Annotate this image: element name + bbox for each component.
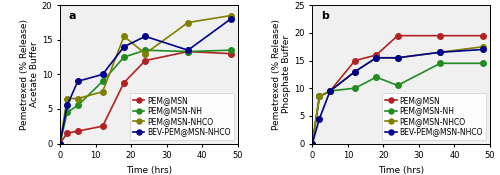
BEV-PEM@MSN-NHCO [316, 118, 322, 120]
X-axis label: Time (hrs): Time (hrs) [378, 166, 424, 175]
PEM@MSN [480, 35, 486, 37]
BEV-PEM@MSN-NHCO [437, 51, 443, 53]
PEM@MSN-NHCO [394, 57, 400, 59]
Legend: PEM@MSN, PEM@MSN-NH, PEM@MSN-NHCO, BEV-PEM@MSN-NHCO: PEM@MSN, PEM@MSN-NH, PEM@MSN-NHCO, BEV-P… [382, 93, 486, 140]
BEV-PEM@MSN-NHCO [64, 104, 70, 107]
PEM@MSN-NH [64, 111, 70, 113]
PEM@MSN [64, 132, 70, 134]
PEM@MSN-NH [352, 87, 358, 89]
PEM@MSN [437, 35, 443, 37]
PEM@MSN-NHCO [352, 71, 358, 73]
PEM@MSN-NH [75, 104, 81, 107]
PEM@MSN-NH [394, 84, 400, 86]
Line: BEV-PEM@MSN-NHCO: BEV-PEM@MSN-NHCO [310, 47, 486, 146]
PEM@MSN-NH [57, 142, 63, 145]
PEM@MSN-NH [185, 51, 191, 53]
BEV-PEM@MSN-NHCO [327, 90, 333, 92]
PEM@MSN [57, 142, 63, 145]
PEM@MSN-NHCO [100, 91, 105, 93]
PEM@MSN-NH [374, 76, 380, 78]
PEM@MSN-NHCO [310, 142, 316, 145]
PEM@MSN [374, 54, 380, 56]
Line: PEM@MSN-NHCO: PEM@MSN-NHCO [57, 13, 234, 146]
Legend: PEM@MSN, PEM@MSN-NH, PEM@MSN-NHCO, BEV-PEM@MSN-NHCO: PEM@MSN, PEM@MSN-NH, PEM@MSN-NHCO, BEV-P… [130, 93, 234, 140]
BEV-PEM@MSN-NHCO [142, 35, 148, 37]
Line: PEM@MSN: PEM@MSN [57, 49, 234, 146]
BEV-PEM@MSN-NHCO [352, 71, 358, 73]
PEM@MSN-NH [327, 90, 333, 92]
PEM@MSN-NHCO [64, 97, 70, 100]
PEM@MSN-NHCO [57, 142, 63, 145]
PEM@MSN-NH [142, 49, 148, 51]
PEM@MSN-NHCO [75, 97, 81, 100]
Y-axis label: Pemetrexed (% Release)
Phosphate Buffer: Pemetrexed (% Release) Phosphate Buffer [272, 19, 291, 130]
Line: PEM@MSN-NHCO: PEM@MSN-NHCO [310, 44, 486, 146]
PEM@MSN-NHCO [316, 95, 322, 97]
PEM@MSN-NH [121, 56, 127, 58]
BEV-PEM@MSN-NHCO [121, 46, 127, 48]
BEV-PEM@MSN-NHCO [228, 18, 234, 20]
X-axis label: Time (hrs): Time (hrs) [126, 166, 172, 175]
PEM@MSN-NHCO [327, 90, 333, 92]
PEM@MSN-NHCO [142, 52, 148, 55]
BEV-PEM@MSN-NHCO [374, 57, 380, 59]
PEM@MSN [142, 60, 148, 62]
PEM@MSN [316, 95, 322, 97]
PEM@MSN-NH [228, 49, 234, 51]
PEM@MSN [185, 51, 191, 53]
PEM@MSN-NHCO [228, 15, 234, 17]
PEM@MSN-NH [437, 62, 443, 64]
PEM@MSN [352, 60, 358, 62]
PEM@MSN [100, 125, 105, 127]
PEM@MSN-NH [316, 95, 322, 97]
PEM@MSN [228, 52, 234, 55]
BEV-PEM@MSN-NHCO [394, 57, 400, 59]
Text: b: b [321, 11, 329, 21]
PEM@MSN-NH [100, 80, 105, 82]
PEM@MSN-NH [310, 142, 316, 145]
PEM@MSN-NHCO [121, 35, 127, 37]
BEV-PEM@MSN-NHCO [100, 73, 105, 75]
PEM@MSN [394, 35, 400, 37]
Line: PEM@MSN-NH: PEM@MSN-NH [310, 61, 486, 146]
PEM@MSN [121, 82, 127, 84]
PEM@MSN-NHCO [480, 46, 486, 48]
PEM@MSN [327, 90, 333, 92]
Line: PEM@MSN: PEM@MSN [310, 33, 486, 146]
PEM@MSN-NHCO [374, 57, 380, 59]
BEV-PEM@MSN-NHCO [185, 49, 191, 51]
BEV-PEM@MSN-NHCO [75, 80, 81, 82]
PEM@MSN [75, 130, 81, 132]
BEV-PEM@MSN-NHCO [480, 48, 486, 51]
PEM@MSN-NHCO [185, 22, 191, 24]
Line: PEM@MSN-NH: PEM@MSN-NH [57, 47, 234, 146]
PEM@MSN [310, 142, 316, 145]
Y-axis label: Pemetrexed (% Release)
Acetate Buffer: Pemetrexed (% Release) Acetate Buffer [20, 19, 39, 130]
BEV-PEM@MSN-NHCO [310, 142, 316, 145]
PEM@MSN-NHCO [437, 51, 443, 53]
PEM@MSN-NH [480, 62, 486, 64]
Line: BEV-PEM@MSN-NHCO: BEV-PEM@MSN-NHCO [57, 16, 234, 146]
BEV-PEM@MSN-NHCO [57, 142, 63, 145]
Text: a: a [69, 11, 76, 21]
